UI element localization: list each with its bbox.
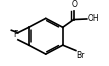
Text: F: F — [13, 30, 17, 39]
Text: OH: OH — [87, 14, 99, 23]
Text: Br: Br — [76, 51, 85, 60]
Text: O: O — [71, 0, 77, 9]
